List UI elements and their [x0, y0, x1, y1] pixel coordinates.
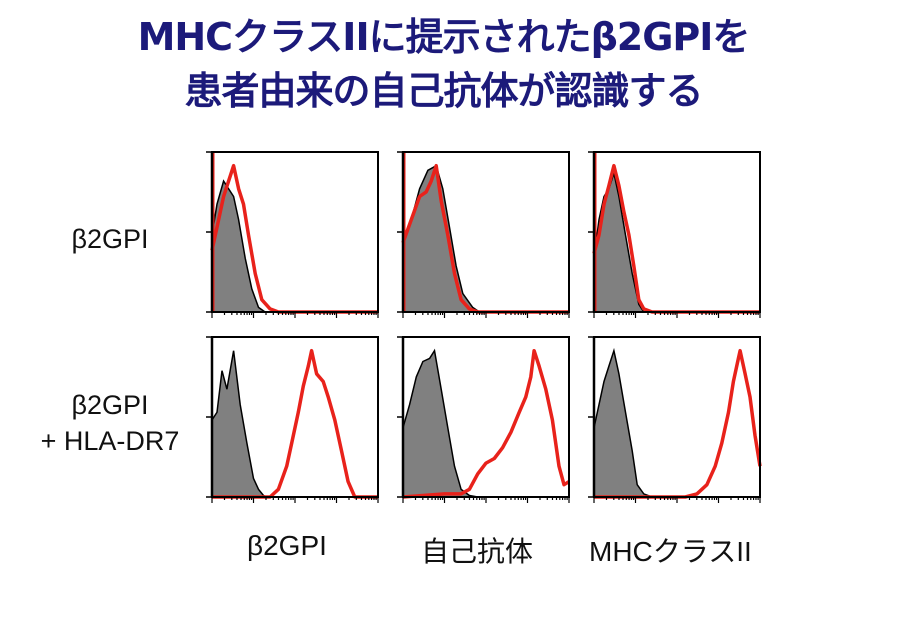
row-label-b2gpi-hla-line1: β2GPI: [71, 390, 149, 420]
histogram-plot: [588, 336, 762, 503]
histogram-r2-c2: [397, 335, 573, 503]
histogram-r1-c3: [588, 150, 764, 318]
histogram-plot: [206, 336, 379, 503]
control-histogram: [402, 348, 569, 498]
column-label-autoantibody: 自己抗体: [421, 536, 534, 567]
stained-histogram: [402, 348, 570, 499]
histogram-r1-c1: [206, 150, 382, 318]
stained-histogram: [594, 348, 762, 499]
histogram-r1-c2: [397, 150, 573, 318]
stained-histogram: [401, 163, 569, 314]
stained-histogram: [212, 348, 378, 499]
histogram-plot: [397, 151, 570, 318]
stained-histogram: [592, 163, 760, 314]
histogram-plot: [206, 151, 379, 318]
histogram-plot: [397, 336, 570, 503]
histogram-r2-c3: [588, 335, 764, 503]
column-label-mhc-class-ii: MHCクラスII: [589, 536, 752, 567]
column-label-b2gpi: β2GPI: [247, 530, 327, 561]
histogram-plot: [588, 151, 761, 318]
histogram-r2-c1: [206, 335, 382, 503]
row-label-b2gpi-hla-line2: + HLA-DR7: [40, 426, 180, 456]
control-histogram: [211, 179, 378, 313]
stained-histogram: [210, 163, 378, 314]
figure-title-line-2: 患者由来の自己抗体が認識する: [184, 69, 703, 113]
figure-title-line-1: MHCクラスIIに提示されたβ2GPIを: [137, 15, 751, 59]
row-label-b2gpi: β2GPI: [71, 224, 149, 254]
